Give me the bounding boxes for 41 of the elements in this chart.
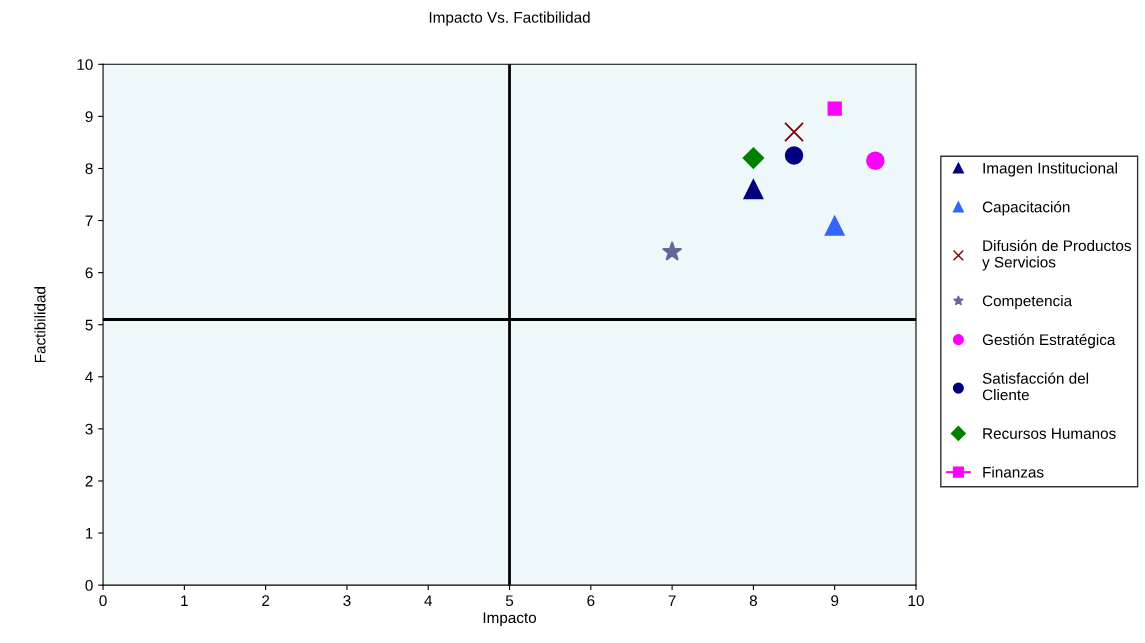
point (827, 101, 842, 116)
y-tick-label: 3 (85, 423, 93, 435)
x-tick-label: 0 (99, 595, 107, 607)
legend-label: Capacitación (982, 201, 1070, 216)
point (661, 241, 683, 261)
y-tick-label: 8 (85, 163, 93, 175)
point (742, 147, 765, 169)
legend-label: Gestión Estratégica (982, 333, 1116, 349)
legend-label: Satisfacción del Cliente (982, 372, 1089, 401)
y-tick-label: 6 (85, 267, 93, 279)
x-tick-label: 7 (668, 595, 676, 606)
y-tick-label: 7 (85, 215, 93, 227)
x-axis-title: Impacto (483, 612, 537, 627)
y-tick-label: 9 (85, 111, 93, 123)
x-tick-label: 2 (262, 595, 270, 606)
y-tick-label: 1 (86, 528, 93, 539)
x-tick-label: 4 (424, 595, 433, 606)
y-tick-label: 0 (85, 580, 93, 591)
x-tick-label: 10 (908, 595, 924, 607)
chart-title: Impacto Vs. Factibilidad (429, 11, 590, 26)
legend-label: Difusión de Productos y Servicios (982, 239, 1131, 271)
x-tick-label: 8 (749, 595, 757, 607)
legend-label: Finanzas (983, 466, 1044, 478)
x-tick-label: 3 (343, 595, 351, 607)
y-axis-title: Factibilidad (34, 287, 46, 363)
legend-label: Recursos Humanos (983, 428, 1116, 439)
y-tick-label: 5 (85, 319, 93, 331)
y-tick-label: 4 (85, 371, 93, 383)
legend-label: Imagen Institucional (983, 162, 1117, 177)
point (784, 146, 804, 165)
point (743, 179, 764, 200)
point (824, 215, 845, 236)
y-tick-label: 2 (85, 475, 93, 487)
point (866, 151, 885, 170)
point (784, 122, 804, 142)
y-tick-label: 10 (77, 59, 93, 70)
x-tick-label: 9 (831, 595, 839, 607)
legend-label: Competencia (982, 295, 1073, 310)
x-tick-label: 6 (587, 595, 595, 607)
x-tick-label: 5 (505, 595, 514, 607)
x-tick-label: 1 (181, 595, 188, 606)
